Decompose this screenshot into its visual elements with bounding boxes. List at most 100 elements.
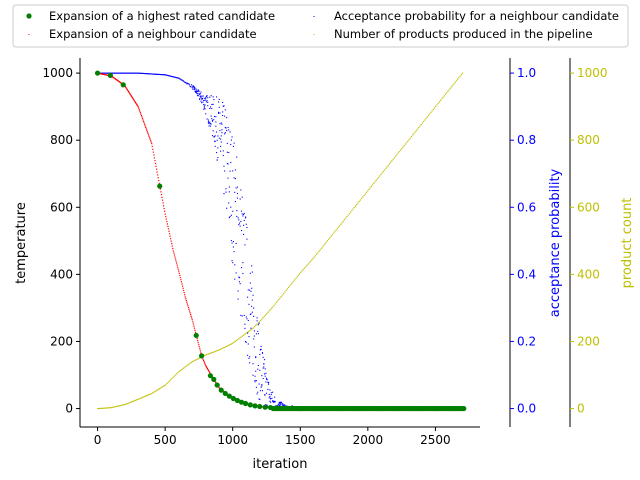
acceptance-point <box>203 108 205 110</box>
products-point <box>138 398 140 400</box>
acceptance-point <box>199 96 201 98</box>
products-point <box>145 395 147 397</box>
acceptance-point <box>139 72 141 74</box>
neighbour-point <box>144 123 146 126</box>
neighbour-point <box>130 94 132 96</box>
acceptance-point <box>113 72 115 74</box>
products-point <box>193 360 195 362</box>
acceptance-point <box>147 73 149 75</box>
products-point <box>178 370 180 373</box>
products-point <box>217 349 219 351</box>
acceptance-point <box>189 85 191 87</box>
plot-area <box>94 70 467 412</box>
acceptance-point <box>256 317 258 319</box>
acceptance-point <box>105 72 107 74</box>
products-point <box>322 246 324 248</box>
acceptance-point <box>138 72 140 74</box>
products-point <box>270 307 273 309</box>
acceptance-point <box>182 80 184 82</box>
acceptance-point <box>156 73 158 75</box>
acceptance-point <box>272 400 274 402</box>
acceptance-point <box>220 145 222 147</box>
acceptance-point <box>220 138 222 140</box>
acceptance-point <box>205 97 207 99</box>
acceptance-point <box>201 97 203 99</box>
acceptance-point <box>284 404 286 406</box>
acceptance-point <box>229 131 231 133</box>
neighbour-point <box>181 283 183 285</box>
products-point <box>398 151 400 153</box>
acceptance-point <box>267 406 269 408</box>
neighbour-point <box>167 228 170 230</box>
acceptance-point <box>264 368 266 370</box>
products-point <box>440 99 442 101</box>
acceptance-point <box>222 105 224 107</box>
products-point <box>461 72 464 74</box>
acceptance-point <box>226 142 228 144</box>
neighbour-point <box>135 103 138 105</box>
acceptance-point <box>163 74 165 76</box>
products-point <box>129 401 132 403</box>
acceptance-point <box>268 383 270 385</box>
acceptance-point <box>161 74 164 76</box>
acceptance-point <box>113 72 116 74</box>
acceptance-point <box>234 278 236 280</box>
products-point <box>206 353 208 356</box>
neighbour-point <box>166 220 168 223</box>
neighbour-point <box>133 99 135 101</box>
products-point <box>455 80 458 82</box>
products-point <box>135 399 138 401</box>
acceptance-point <box>249 289 251 291</box>
left-axis-label: temperature <box>14 202 29 284</box>
acceptance-point <box>258 322 260 324</box>
acceptance-point <box>247 332 249 334</box>
products-point <box>116 405 118 407</box>
products-point <box>182 368 184 370</box>
acceptance-point <box>263 394 266 396</box>
products-point <box>151 392 153 394</box>
acceptance-point <box>230 161 232 164</box>
products-point <box>225 345 228 347</box>
acceptance-point <box>171 75 173 78</box>
acceptance-point <box>211 103 213 106</box>
acceptance-point <box>243 212 245 214</box>
products-point <box>111 406 113 409</box>
acceptance-point <box>136 72 139 74</box>
acceptance-point <box>265 392 268 394</box>
acceptance-point <box>223 105 225 107</box>
products-point <box>143 396 145 398</box>
products-point <box>149 393 151 395</box>
acceptance-point <box>263 359 266 361</box>
acceptance-point <box>228 217 230 219</box>
acceptance-point <box>268 381 270 383</box>
acceptance-point <box>279 403 281 405</box>
products-point <box>238 338 240 340</box>
right-outer-tick-label-4: 800 <box>577 133 600 147</box>
acceptance-point <box>209 125 212 127</box>
acceptance-point <box>162 74 164 76</box>
neighbour-point <box>133 100 136 102</box>
acceptance-point <box>213 115 216 118</box>
neighbour-point <box>132 98 134 100</box>
neighbour-point <box>142 119 144 121</box>
acceptance-point <box>254 375 256 377</box>
neighbour-point <box>192 323 194 325</box>
acceptance-point <box>210 123 212 125</box>
products-point <box>374 181 376 183</box>
acceptance-point <box>263 366 265 368</box>
acceptance-point <box>261 352 264 354</box>
acceptance-point <box>209 106 212 108</box>
acceptance-point <box>182 80 184 82</box>
products-point <box>233 341 235 344</box>
neighbour-point <box>204 362 206 364</box>
acceptance-point <box>265 372 267 374</box>
products-point <box>333 232 335 234</box>
acceptance-point <box>136 72 138 74</box>
legend-marker-products <box>313 34 315 35</box>
products-point <box>386 166 388 168</box>
neighbour-point <box>139 112 141 114</box>
acceptance-point <box>146 73 148 75</box>
highest-rated-point <box>218 387 224 393</box>
products-point <box>431 110 433 112</box>
acceptance-point <box>122 72 124 74</box>
